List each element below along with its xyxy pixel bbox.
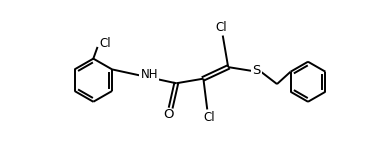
- Text: Cl: Cl: [99, 37, 111, 50]
- Text: O: O: [163, 108, 174, 121]
- Text: Cl: Cl: [203, 111, 215, 124]
- Text: Cl: Cl: [216, 21, 227, 34]
- Text: NH: NH: [140, 68, 158, 81]
- Text: S: S: [252, 64, 260, 78]
